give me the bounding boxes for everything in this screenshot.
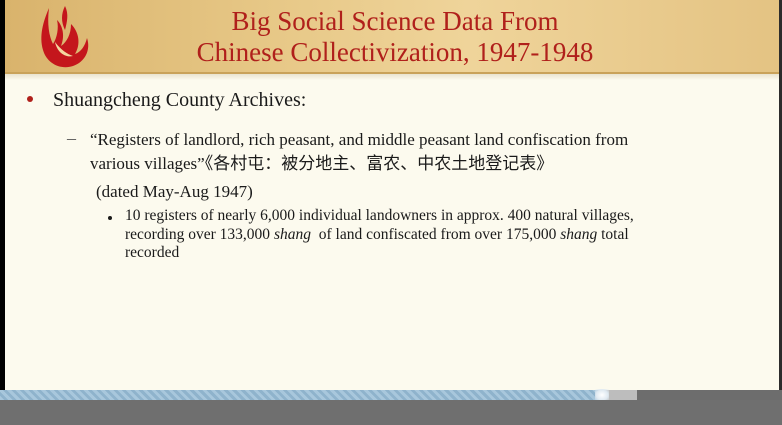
- sub-bullet-line-2: various villages”《各村屯：被分地主、富农、中农土地登记表》: [90, 154, 554, 173]
- flame-logo-icon: [41, 6, 89, 68]
- shang-term-2: shang: [560, 225, 598, 243]
- subsub-line-2-part-c: total: [597, 225, 629, 243]
- bullet-archives: Shuangcheng County Archives:: [27, 89, 306, 112]
- bullet-dot: [27, 96, 33, 103]
- shang-term-1: shang: [273, 225, 311, 243]
- seek-bar-played[interactable]: [0, 390, 602, 400]
- subsub-line-2-part-a: recording over 133,000: [125, 225, 274, 243]
- dated-note: (dated May-Aug 1947): [96, 182, 253, 201]
- player-control-bar[interactable]: [0, 400, 782, 425]
- header-shadow: [5, 74, 779, 80]
- subsub-bullet-registers-count: 10 registers of nearly 6,000 individual …: [125, 207, 745, 263]
- right-border: [779, 0, 782, 400]
- subsub-line-3: recorded: [125, 244, 180, 261]
- bullet-archives-text: Shuangcheng County Archives:: [53, 89, 307, 111]
- left-border: [0, 0, 5, 425]
- seek-bar-thumb[interactable]: [595, 389, 609, 401]
- subsub-line-2: recording over 133,000 shang of land con…: [125, 226, 745, 245]
- slide-header: [5, 0, 779, 74]
- sub-bullet-registers: “Registers of landlord, rich peasant, an…: [90, 128, 730, 176]
- subsub-bullet-dot: [108, 216, 112, 220]
- sub-bullet-dash: –: [67, 128, 76, 148]
- title-line-2: Chinese Collectivization, 1947-1948: [196, 37, 594, 67]
- title-line-1: Big Social Science Data From: [231, 6, 559, 36]
- subsub-line-1: 10 registers of nearly 6,000 individual …: [125, 207, 634, 224]
- seek-bar-buffered: [602, 390, 637, 400]
- slide-title: Big Social Science Data From Chinese Col…: [115, 6, 675, 68]
- slide: Big Social Science Data From Chinese Col…: [5, 0, 779, 400]
- sub-bullet-line-1: “Registers of landlord, rich peasant, an…: [90, 130, 629, 149]
- subsub-line-2-part-b: of land confiscated from over 175,000: [310, 225, 561, 243]
